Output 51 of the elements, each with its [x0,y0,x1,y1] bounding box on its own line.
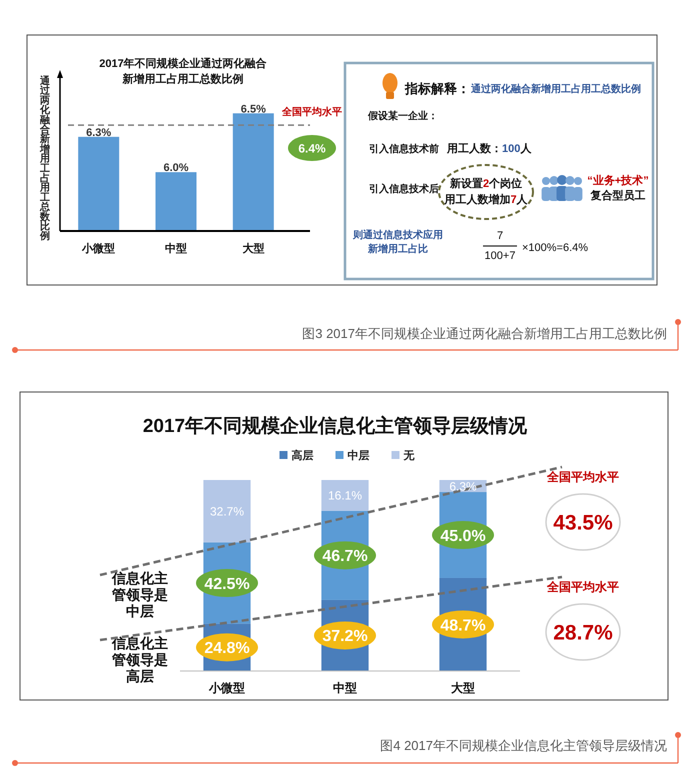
caption: 图3 2017年不同规模企业通过两化融合新增用工占用工总数比例 [302,326,667,341]
bar [203,480,251,542]
data-label: 42.5% [204,576,250,593]
data-label: 6.3% [86,126,112,139]
text: 信息化主管领导是中层 [111,570,168,620]
data-label: 6.3% [449,479,477,494]
text: “业务+技术” [587,174,649,187]
x-tick-label: 小微型 [208,681,245,695]
ref-line-label: 全国平均水平 [281,106,342,118]
data-label: 6.0% [163,162,189,174]
text: 新设置2个岗位 [448,177,522,190]
legend-label: 无 [402,450,416,462]
data-label: 37.2% [322,628,368,646]
text: 28.7% [553,622,614,645]
text: 引入信息技术前 [369,143,439,155]
text: 用工人数：100人 [446,142,532,155]
legend-label: 中层 [348,449,370,462]
legend-label: 高层 [292,449,314,462]
caption: 图4 2017年不同规模企业信息化主管领导层级情况 [380,738,667,753]
annotation: 6.4% [298,141,326,156]
data-label: 16.1% [328,488,362,503]
text: 引入信息技术后 [369,183,439,195]
text: 假设某一企业： [367,110,438,122]
text: 通过两化融合新增用工占用工总数比例 [470,83,641,95]
data-label: 6.5% [240,103,266,116]
text: 用工人数增加7人 [443,193,529,206]
chart-title: 2017年不同规模企业通过两化融合新增用工占用工总数比例 [99,57,268,86]
data-label: 45.0% [440,528,486,545]
text: 全国平均水平 [546,470,619,484]
x-tick-label: 大型 [242,242,264,255]
text: 信息化主管领导是高层 [111,635,168,684]
text: 通过两化融合新增用工占用工总数比例 [40,76,50,242]
text: 指标解释： [404,81,470,96]
text: 新增用工占比 [367,243,428,255]
text: ×100%=6.4% [522,242,588,254]
x-tick-label: 小微型 [81,242,116,255]
text: 则通过信息技术应用 [352,229,443,241]
data-label: 24.8% [204,640,250,658]
chart-title: 2017年不同规模企业信息化主管领导层级情况 [142,415,528,437]
text: 全国平均水平 [546,580,619,594]
bar [321,480,369,511]
text: 7 [496,230,504,242]
data-label: 46.7% [322,548,368,566]
data-label: 32.7% [210,504,244,519]
data-label: 48.7% [440,617,486,634]
x-tick-label: 大型 [451,681,475,695]
text: 复合型员工 [590,189,646,202]
text: 43.5% [553,512,614,535]
x-tick-label: 中型 [333,681,357,695]
x-tick-label: 中型 [165,242,187,255]
text: 100+7 [484,250,516,262]
